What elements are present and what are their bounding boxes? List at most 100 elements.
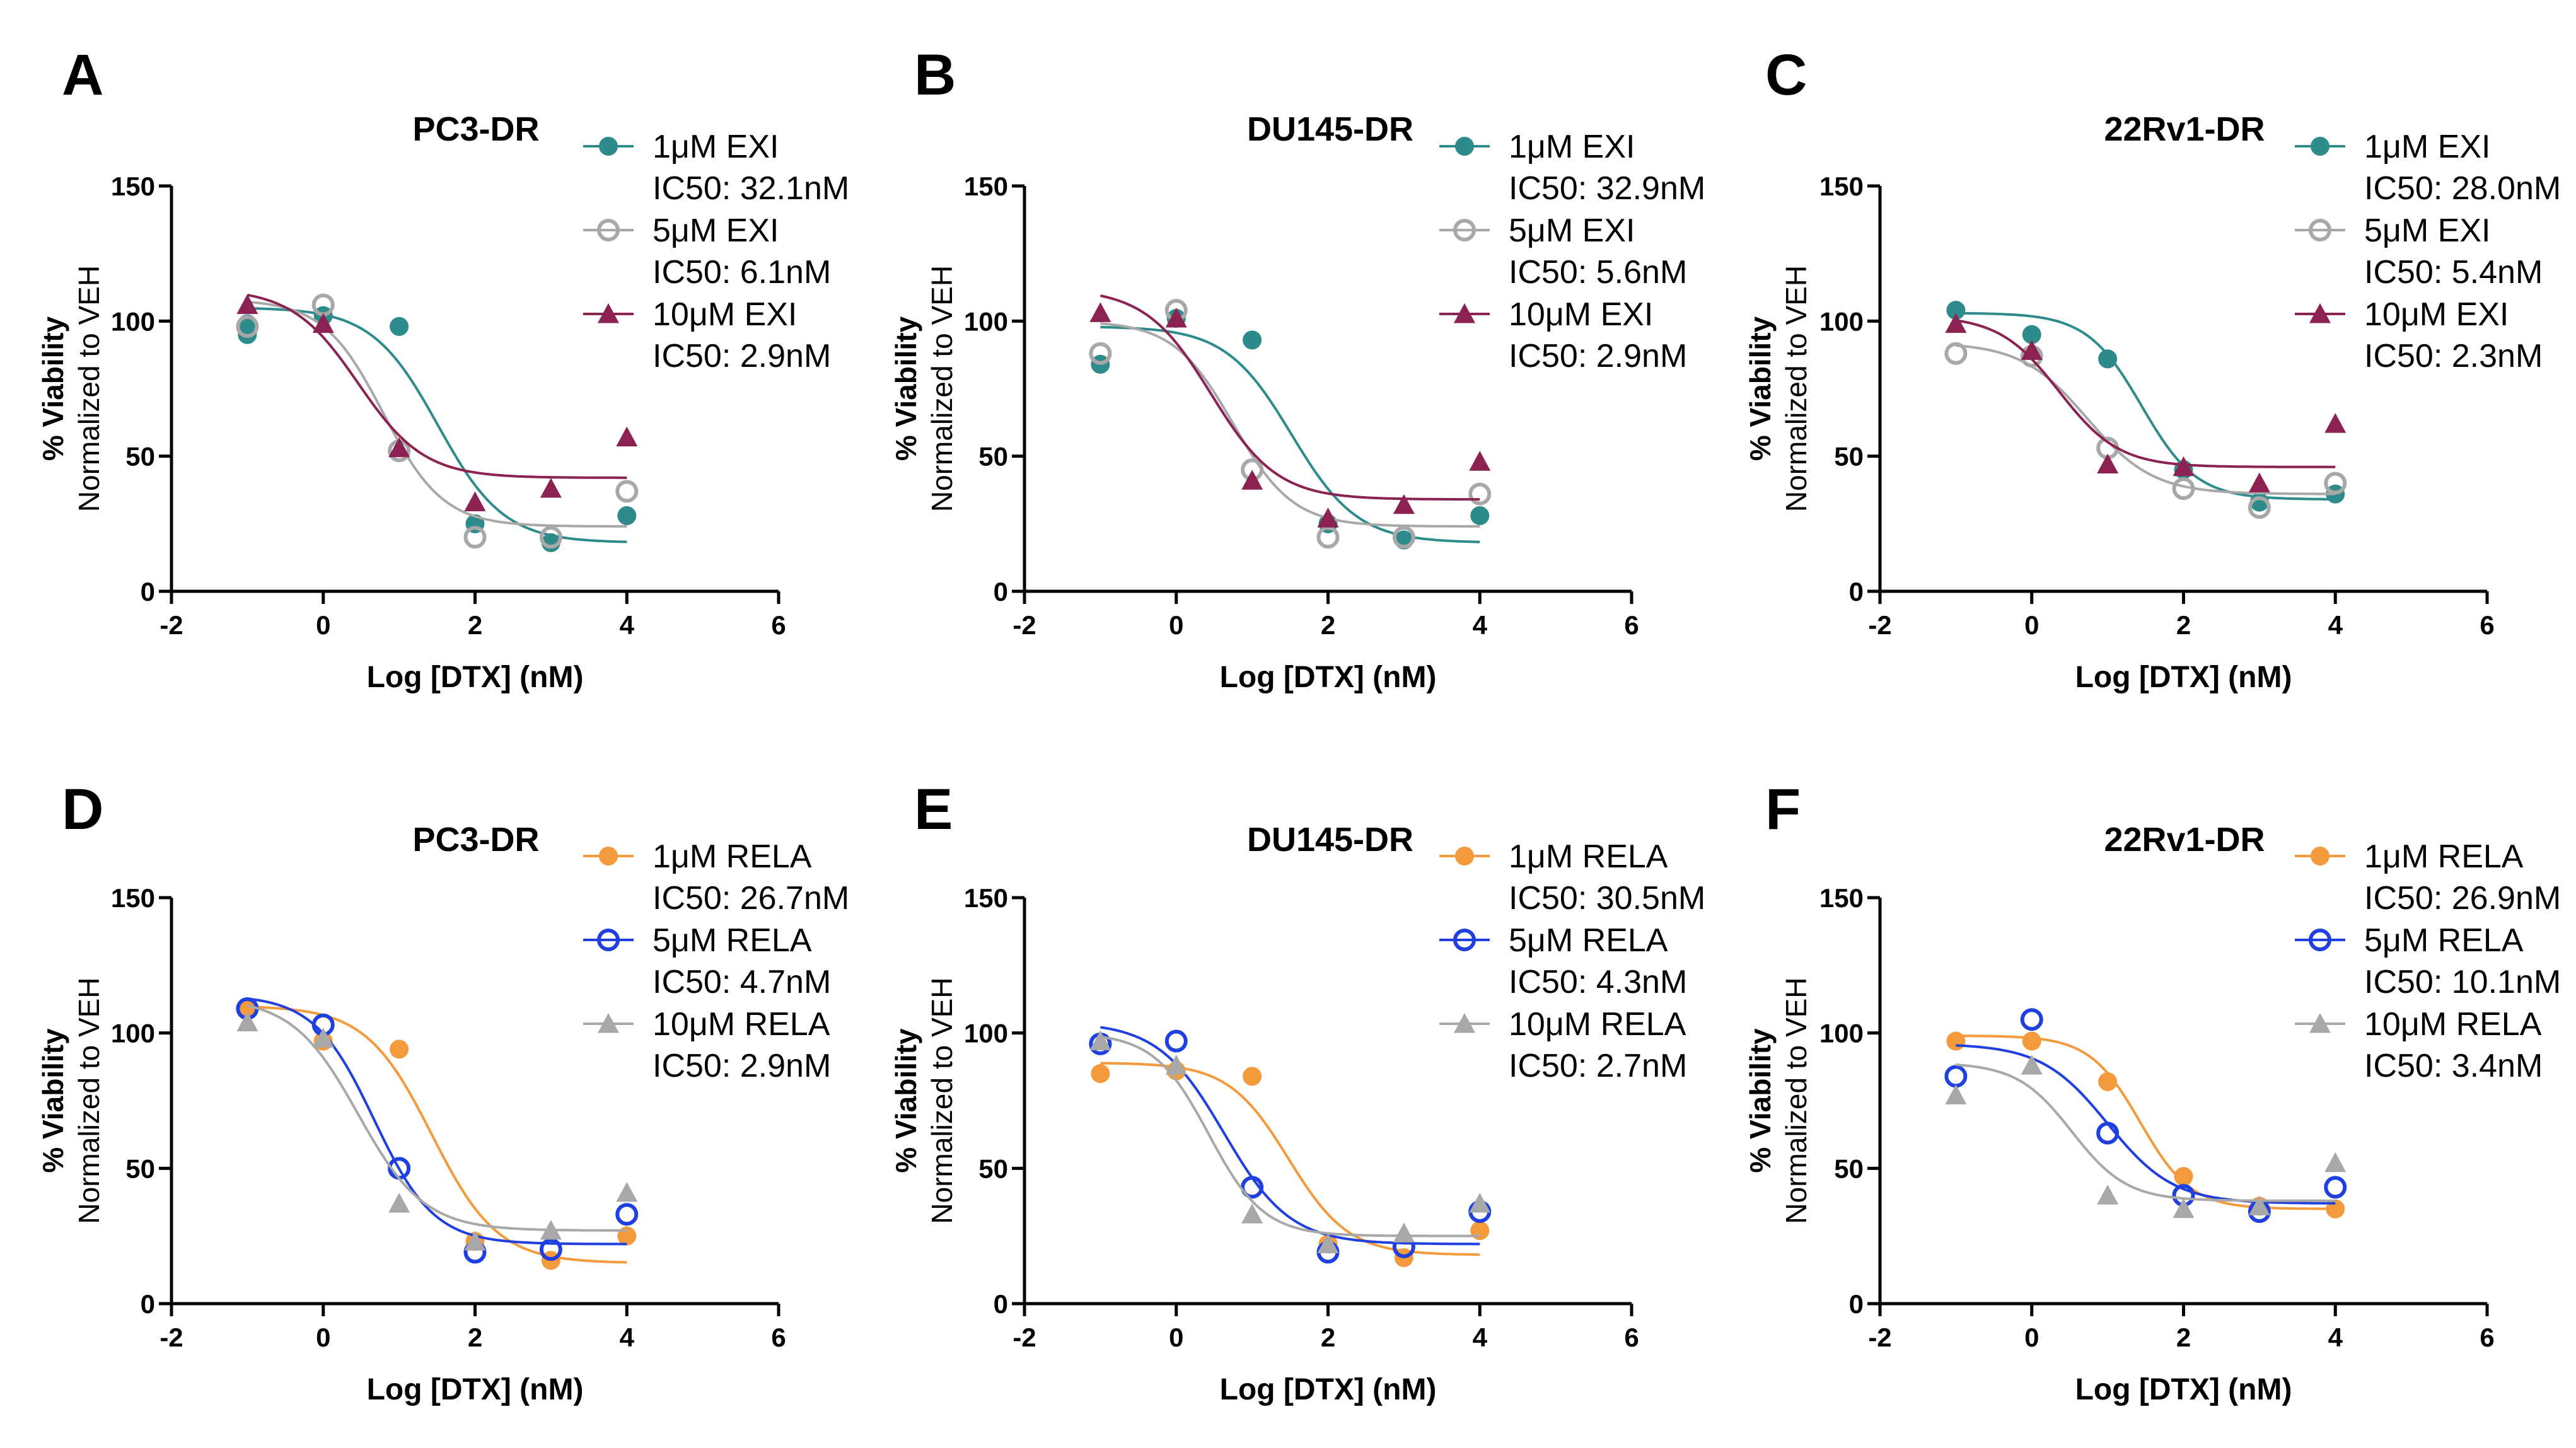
data-point — [2172, 477, 2195, 501]
y-axis-label-line1: % Viability — [890, 316, 922, 461]
data-point — [1165, 308, 1187, 328]
data-point — [2020, 1008, 2043, 1031]
legend-item-3: 10μM RELA IC50: 3.4nM — [2295, 1006, 2543, 1084]
x-tick-label: 6 — [771, 610, 786, 640]
data-point — [2096, 1121, 2120, 1145]
legend-label: 10μM EXI — [1509, 296, 1653, 333]
chart-title: DU145-DR — [1247, 821, 1413, 859]
legend-marker — [599, 137, 618, 156]
fit-curve — [247, 997, 627, 1246]
legend-label: 1μM EXI — [1509, 129, 1635, 165]
x-axis-label: Log [DTX] (nM) — [2075, 661, 2292, 694]
data-point — [616, 1181, 638, 1202]
y-tick-label: 150 — [964, 171, 1008, 201]
y-tick-label: 0 — [994, 577, 1008, 606]
chart-title: PC3-DR — [412, 821, 539, 859]
data-point — [1243, 1067, 1262, 1086]
legend-label: 5μM EXI — [1509, 212, 1635, 249]
legend-ic50: IC50: 2.7nM — [1509, 1048, 1687, 1084]
series-2 — [236, 293, 639, 549]
legend-label: 10μM RELA — [2364, 1006, 2542, 1043]
x-axis-label: Log [DTX] (nM) — [1220, 661, 1437, 694]
legend-ic50: IC50: 4.3nM — [1509, 964, 1687, 1000]
legend-label: 5μM RELA — [653, 922, 812, 959]
x-tick-label: -2 — [160, 610, 183, 640]
y-tick-label: 50 — [1834, 1154, 1864, 1183]
data-point — [2173, 456, 2195, 477]
legend-item-1: 1μM RELA IC50: 30.5nM — [1439, 838, 1705, 917]
panel-letter: A — [62, 43, 103, 107]
data-point — [312, 313, 334, 333]
data-point — [388, 437, 410, 458]
legend-marker — [1453, 929, 1476, 951]
data-point — [539, 526, 562, 549]
legend-label: 1μM EXI — [2364, 129, 2490, 165]
data-point — [1944, 1065, 1968, 1088]
legend-label: 1μM RELA — [2364, 838, 2524, 875]
legend-ic50: IC50: 2.9nM — [653, 1048, 831, 1084]
legend-ic50: IC50: 2.3nM — [2364, 338, 2543, 374]
series-2 — [1944, 1008, 2347, 1224]
legend-marker — [2309, 929, 2331, 951]
x-tick-label: 0 — [2024, 1323, 2039, 1352]
x-tick-label: -2 — [160, 1323, 183, 1352]
data-point — [463, 526, 487, 549]
data-point — [539, 1238, 562, 1261]
legend-item-1: 1μM EXI IC50: 28.0nM — [2295, 129, 2561, 207]
y-axis-label-line2: Normalized to VEH — [1780, 977, 1813, 1224]
legend-ic50: IC50: 32.9nM — [1509, 170, 1705, 207]
data-point — [2097, 453, 2119, 473]
data-point — [2324, 472, 2347, 495]
x-tick-label: 0 — [2024, 610, 2039, 640]
y-axis-label-line2: Normalized to VEH — [925, 977, 958, 1224]
legend-marker — [2311, 137, 2329, 156]
legend-marker — [597, 219, 620, 241]
data-point — [617, 506, 637, 525]
legend-ic50: IC50: 4.7nM — [653, 964, 831, 1000]
chart-title: DU145-DR — [1247, 110, 1413, 148]
legend-marker — [2311, 847, 2329, 866]
panel-letter: E — [914, 777, 953, 842]
data-point — [1944, 342, 1968, 365]
legend-item-3: 10μM EXI IC50: 2.9nM — [583, 296, 831, 374]
y-tick-label: 50 — [1834, 442, 1864, 472]
y-tick-label: 100 — [111, 306, 155, 336]
data-point — [2098, 1072, 2118, 1091]
legend-item-3: 10μM RELA IC50: 2.9nM — [583, 1006, 831, 1084]
legend-ic50: IC50: 2.9nM — [653, 338, 831, 374]
legend-ic50: IC50: 30.5nM — [1509, 880, 1705, 917]
fit-curve — [1956, 1044, 2336, 1205]
data-point — [1316, 526, 1340, 549]
x-axis-label: Log [DTX] (nM) — [367, 1373, 584, 1406]
x-tick-label: 2 — [1321, 610, 1335, 640]
y-tick-label: 0 — [141, 1289, 155, 1319]
y-tick-label: 50 — [978, 442, 1008, 472]
data-point — [1089, 342, 1112, 365]
legend-label: 10μM EXI — [653, 296, 797, 333]
data-point — [1469, 451, 1491, 471]
legend-label: 5μM RELA — [1509, 922, 1668, 959]
data-point — [540, 1220, 562, 1240]
series-3 — [236, 293, 638, 511]
y-tick-label: 150 — [111, 883, 155, 913]
y-axis-label-line1: % Viability — [1744, 316, 1777, 461]
legend-item-1: 1μM RELA IC50: 26.9nM — [2295, 838, 2561, 917]
legend-item-2: 5μM RELA IC50: 4.7nM — [583, 922, 831, 1000]
series-1 — [1946, 301, 2345, 512]
data-point — [2248, 1195, 2270, 1215]
legend-ic50: IC50: 6.1nM — [653, 254, 831, 291]
panel-letter: D — [62, 777, 103, 842]
legend-item-3: 10μM EXI IC50: 2.9nM — [1439, 296, 1687, 374]
x-tick-label: 6 — [2480, 610, 2494, 640]
series-1 — [238, 306, 637, 552]
data-point — [1392, 526, 1415, 549]
legend-ic50: IC50: 26.7nM — [653, 880, 849, 917]
legend-label: 5μM RELA — [2364, 922, 2524, 959]
data-point — [1945, 1084, 1967, 1104]
x-tick-label: -2 — [1868, 610, 1891, 640]
legend-ic50: IC50: 32.1nM — [653, 170, 849, 207]
x-tick-label: 2 — [1321, 1323, 1335, 1352]
